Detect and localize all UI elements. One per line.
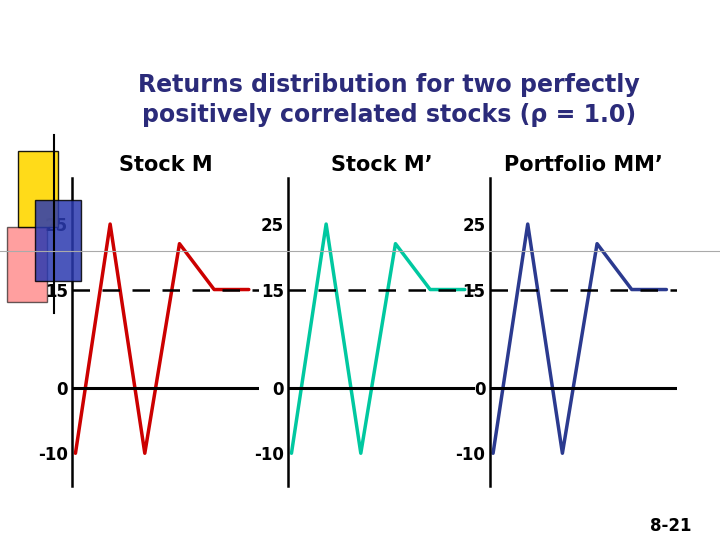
Title: Stock M: Stock M bbox=[119, 156, 212, 176]
Title: Stock M’: Stock M’ bbox=[330, 156, 433, 176]
Text: Returns distribution for two perfectly
positively correlated stocks (ρ = 1.0): Returns distribution for two perfectly p… bbox=[138, 72, 639, 127]
Title: Portfolio MM’: Portfolio MM’ bbox=[504, 156, 662, 176]
Text: 8-21: 8-21 bbox=[649, 517, 691, 535]
